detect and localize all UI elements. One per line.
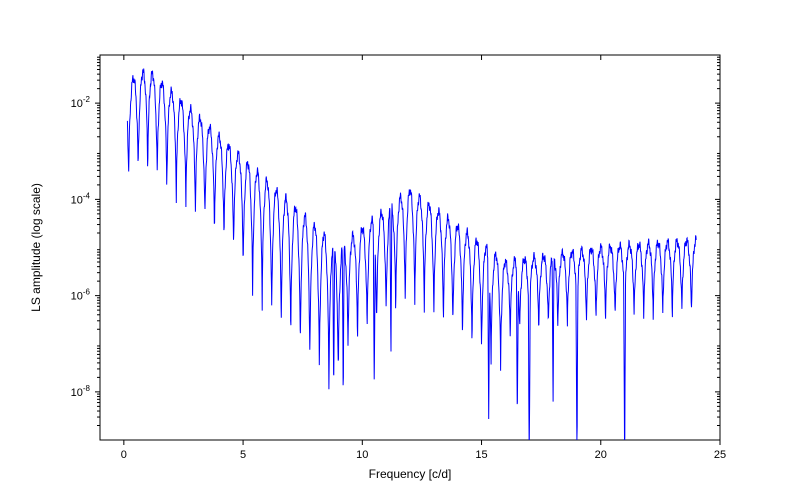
y-tick-label: 10-4 [71, 191, 91, 206]
y-tick-label: 10-6 [71, 288, 91, 303]
x-tick-label: 10 [356, 449, 368, 461]
spectrum-chart: 0 5 10 15 20 25 10-8 10-6 10-4 10-2 Frequency [c/d… [0, 0, 800, 500]
y-axis-label: LS amplitude (log scale) [29, 183, 43, 312]
x-axis-label: Frequency [c/d] [369, 467, 452, 481]
x-tick-label: 25 [714, 449, 726, 461]
x-tick-label: 0 [121, 449, 127, 461]
x-tick-label: 20 [595, 449, 607, 461]
spectrum-line [127, 69, 696, 440]
chart-container: 0 5 10 15 20 25 10-8 10-6 10-4 10-2 Frequency [c/d… [0, 0, 800, 500]
x-tick-label: 15 [475, 449, 487, 461]
plot-border [100, 55, 720, 440]
y-tick-label: 10-8 [71, 384, 91, 399]
x-tick-label: 5 [240, 449, 246, 461]
y-tick-label: 10-2 [71, 95, 91, 110]
